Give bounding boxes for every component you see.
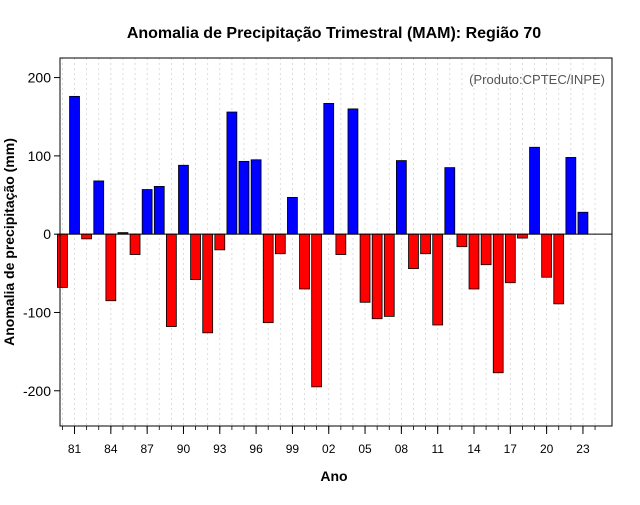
x-tick-label: 93 — [213, 442, 227, 456]
bar — [541, 233, 552, 278]
y-tick-label: 200 — [28, 70, 52, 86]
bar — [69, 95, 80, 235]
bar — [311, 233, 322, 388]
bar — [178, 164, 189, 235]
y-tick-label: 0 — [43, 226, 51, 242]
x-tick-label: 20 — [540, 442, 554, 456]
bar — [166, 233, 177, 327]
x-tick-label: 11 — [431, 442, 444, 456]
x-tick-label: 08 — [395, 442, 409, 456]
y-tick-label: -100 — [23, 304, 51, 320]
bar — [432, 233, 444, 326]
bar — [456, 233, 468, 248]
x-tick-label: 96 — [249, 442, 263, 456]
bar — [480, 233, 492, 266]
bar — [202, 233, 214, 334]
bar — [468, 233, 480, 290]
bar — [577, 211, 589, 235]
bar — [383, 233, 395, 317]
bar — [492, 233, 504, 374]
bar — [347, 108, 359, 235]
x-tick-label: 14 — [467, 442, 481, 456]
bar — [517, 233, 528, 239]
bar — [529, 146, 540, 235]
y-axis-label: Anomalia de precipitação (mm) — [1, 138, 17, 346]
bar — [444, 167, 456, 235]
bar — [105, 233, 117, 302]
x-tick-label: 87 — [140, 442, 154, 456]
bar — [396, 160, 407, 235]
bar — [214, 233, 226, 251]
bar — [299, 233, 310, 290]
bar — [238, 160, 250, 235]
x-tick-label: 99 — [286, 442, 300, 456]
bar — [190, 233, 201, 280]
bar — [81, 233, 92, 240]
bar — [565, 157, 577, 235]
x-tick-label: 17 — [504, 442, 518, 456]
bar — [57, 233, 68, 288]
bar — [262, 233, 274, 324]
bar — [420, 233, 431, 255]
bar — [408, 233, 419, 270]
plot-frame — [59, 57, 613, 427]
bar — [153, 186, 165, 235]
bar — [250, 159, 262, 235]
x-tick-label: 81 — [68, 442, 82, 456]
bar — [274, 233, 286, 255]
source-annotation: (Produto:CPTEC/INPE) — [469, 72, 605, 87]
x-tick-label: 23 — [576, 442, 590, 456]
y-tick-label: 100 — [28, 148, 52, 164]
bar — [141, 189, 153, 235]
x-tick-label: 02 — [322, 442, 336, 456]
bar — [287, 196, 298, 235]
x-tick-label: 84 — [104, 442, 118, 456]
x-axis-label: Ano — [320, 468, 347, 484]
chart-title: Anomalia de Precipitação Trimestral (MAM… — [127, 25, 541, 42]
bar — [504, 233, 516, 284]
x-tick-label: 05 — [358, 442, 372, 456]
bar — [226, 111, 238, 235]
bar — [371, 233, 383, 320]
x-tick-label: 90 — [177, 442, 191, 456]
bar — [359, 233, 371, 303]
bar — [335, 233, 347, 255]
bar — [129, 233, 141, 255]
bar — [93, 180, 105, 235]
y-tick-label: -200 — [23, 383, 51, 399]
bar — [553, 233, 565, 305]
bar — [323, 103, 335, 235]
